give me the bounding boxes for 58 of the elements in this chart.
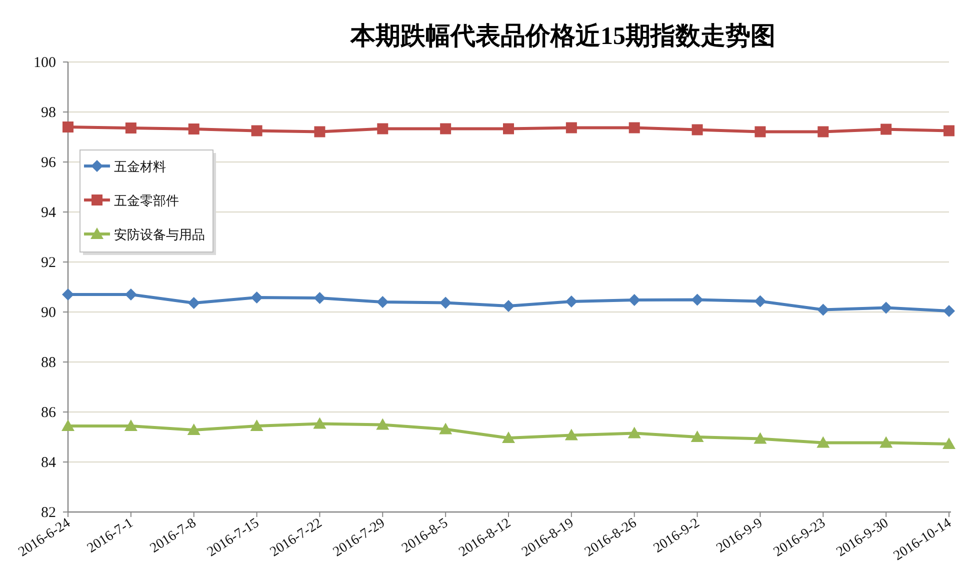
- point: [125, 122, 136, 134]
- point: [816, 436, 830, 448]
- point: [439, 422, 452, 434]
- y-tick-label: 94: [41, 205, 56, 221]
- point: [942, 438, 956, 449]
- point: [754, 295, 766, 308]
- point: [187, 424, 200, 435]
- point: [692, 124, 703, 136]
- point: [503, 123, 514, 134]
- point: [250, 292, 263, 304]
- point: [628, 294, 640, 306]
- point: [944, 125, 954, 136]
- point: [628, 426, 641, 438]
- y-tick-label: 98: [41, 105, 56, 121]
- point: [691, 294, 704, 306]
- y-tick-label: 84: [41, 455, 56, 471]
- point: [314, 292, 326, 304]
- point: [880, 436, 893, 448]
- point: [440, 123, 452, 134]
- point: [818, 126, 829, 138]
- y-tick-label: 82: [41, 505, 56, 521]
- point: [880, 302, 892, 314]
- y-tick-label: 96: [41, 155, 56, 171]
- y-tick-label: 90: [41, 305, 56, 321]
- point: [440, 296, 452, 309]
- point: [124, 420, 138, 431]
- point: [943, 305, 955, 317]
- y-tick-label: 88: [41, 355, 56, 371]
- point: [817, 304, 830, 316]
- y-tick-label: 100: [34, 55, 56, 71]
- chart-title: 本期跌幅代表品价格近15期指数走势图: [350, 22, 776, 50]
- point: [564, 428, 578, 440]
- point: [377, 123, 388, 134]
- point: [880, 124, 892, 135]
- point: [690, 430, 704, 442]
- point: [565, 296, 578, 308]
- y-tick-label: 86: [41, 405, 56, 421]
- point: [313, 417, 326, 429]
- point: [314, 126, 326, 138]
- point: [376, 418, 390, 430]
- point: [754, 432, 767, 444]
- point: [566, 122, 577, 134]
- point: [251, 125, 262, 136]
- point: [250, 420, 264, 431]
- point: [62, 288, 74, 300]
- point: [188, 297, 200, 309]
- point: [62, 122, 74, 132]
- point: [754, 126, 766, 138]
- legend-label: 五金材料: [114, 159, 166, 174]
- point: [376, 296, 389, 308]
- point: [502, 432, 515, 443]
- point: [628, 122, 640, 134]
- legend-label: 安防设备与用品: [114, 227, 205, 242]
- legend-label: 五金零部件: [114, 193, 179, 208]
- point: [188, 124, 200, 134]
- point: [502, 300, 514, 312]
- point: [62, 420, 74, 431]
- y-tick-label: 92: [41, 255, 56, 271]
